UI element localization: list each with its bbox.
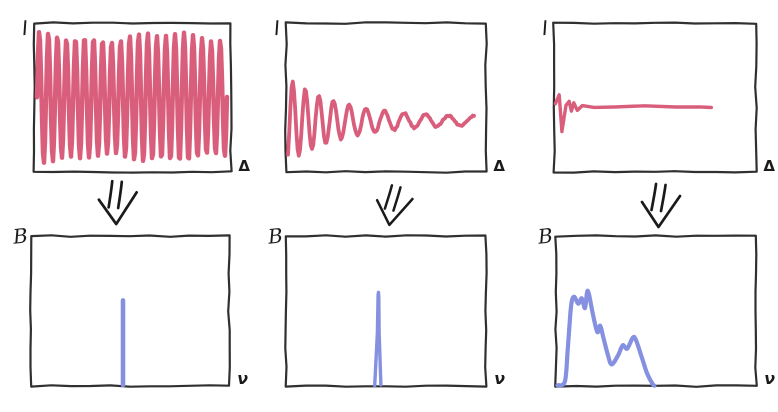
x-axis-label: ν — [764, 369, 775, 388]
panel-spectrum-delta: B ν — [12, 223, 248, 388]
y-axis-label: B — [536, 223, 554, 249]
spectrum-narrow-peak-plot — [284, 234, 488, 388]
spectrum-delta-plot — [29, 234, 231, 388]
panel-interferogram-damped: I Δ — [273, 16, 505, 175]
panel-interferogram-transient: I Δ — [541, 16, 775, 175]
y-axis-label: B — [11, 223, 29, 249]
spectrum-broadband-plot — [554, 234, 758, 388]
x-axis-label: Δ — [763, 157, 775, 175]
interferogram-sine-plot — [32, 21, 233, 174]
y-axis-label: I — [272, 15, 282, 41]
x-axis-label: ν — [494, 369, 505, 388]
y-axis-label: I — [20, 15, 30, 41]
panel-spectrum-broadband: B ν — [537, 223, 775, 388]
x-axis-label: ν — [237, 369, 248, 388]
panel-spectrum-narrow-peak: B ν — [267, 223, 505, 388]
y-axis-label: I — [540, 15, 550, 41]
y-axis-label: B — [266, 223, 284, 249]
interferogram-damped-plot — [284, 21, 488, 174]
interferogram-transient-plot — [552, 21, 758, 174]
double-down-arrow-icon — [371, 182, 417, 231]
panel-interferogram-monochromatic: I Δ — [21, 16, 250, 175]
x-axis-label: Δ — [493, 157, 505, 175]
x-axis-label: Δ — [238, 157, 250, 175]
double-down-arrow-icon — [95, 178, 141, 228]
double-down-arrow-icon — [639, 182, 683, 230]
